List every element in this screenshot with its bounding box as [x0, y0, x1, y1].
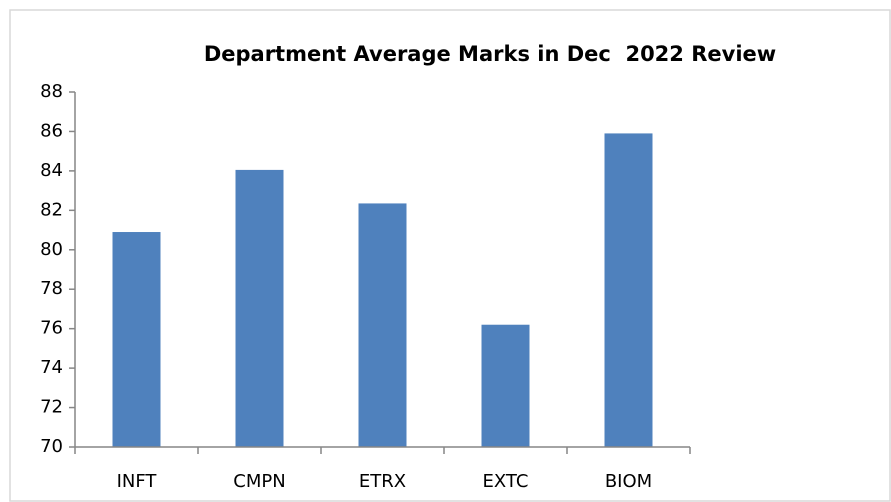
y-tick-label: 88 [40, 81, 63, 102]
y-tick-label: 72 [40, 397, 63, 418]
x-tick-label: BIOM [605, 471, 652, 492]
chart-title: Department Average Marks in Dec 2022 Rev… [204, 42, 776, 66]
y-tick-label: 78 [40, 278, 63, 299]
y-tick-label: 84 [40, 160, 63, 181]
x-tick-label: ETRX [359, 471, 406, 492]
x-tick-label: INFT [117, 471, 158, 492]
x-tick-label: EXTC [483, 471, 529, 492]
x-tick-label: CMPN [233, 471, 285, 492]
y-tick-label: 70 [40, 436, 63, 457]
bar [235, 169, 284, 447]
y-tick-label: 82 [40, 199, 63, 220]
bar [112, 232, 161, 447]
bar [604, 133, 653, 447]
y-tick-label: 80 [40, 239, 63, 260]
bar [481, 324, 530, 447]
y-tick-label: 86 [40, 120, 63, 141]
bar [358, 203, 407, 447]
y-tick-label: 74 [40, 357, 63, 378]
y-tick-label: 76 [40, 318, 63, 339]
